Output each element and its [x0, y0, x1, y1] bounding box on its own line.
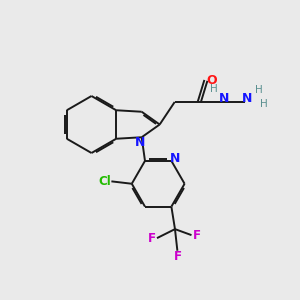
Text: N: N — [170, 152, 180, 165]
Text: N: N — [135, 136, 146, 149]
Text: N: N — [219, 92, 229, 105]
Text: H: H — [210, 84, 218, 94]
Text: N: N — [242, 92, 252, 105]
Text: F: F — [173, 250, 181, 262]
Text: F: F — [193, 229, 201, 242]
Text: O: O — [206, 74, 217, 87]
Text: H: H — [260, 99, 267, 110]
Text: F: F — [148, 232, 156, 244]
Text: H: H — [255, 85, 263, 95]
Text: Cl: Cl — [98, 175, 111, 188]
